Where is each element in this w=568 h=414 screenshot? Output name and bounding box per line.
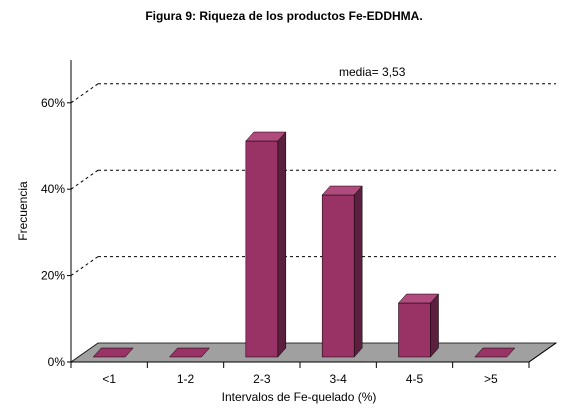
gridline-diagonal (70, 169, 99, 190)
bar-front (321, 194, 355, 358)
chart-bars (92, 131, 516, 358)
x-tick-label: 2-3 (253, 372, 271, 386)
y-tick-label: 60% (41, 96, 65, 110)
x-tick-label: 1-2 (177, 372, 195, 386)
x-axis-label: Intervalos de Fe-quelado (%) (222, 390, 377, 404)
x-tick-label: 4-5 (406, 372, 424, 386)
gridline-diagonal (70, 83, 99, 104)
y-tick-label: 40% (41, 182, 65, 196)
chart-gridlines (70, 83, 556, 277)
y-tick-label: 20% (41, 269, 65, 283)
x-axis-ticks: <1 1-2 2-3 3-4 4-5 >5 (70, 362, 530, 386)
floor-edge-line (528, 342, 557, 363)
bar-side (430, 293, 439, 358)
bar (168, 347, 211, 358)
bar (321, 185, 363, 358)
bar-flat (168, 347, 211, 358)
y-tick-label: 0% (48, 355, 66, 369)
chart-axes (70, 60, 557, 363)
bar-side (277, 131, 287, 358)
bar-flat (92, 347, 134, 358)
bar (474, 347, 516, 358)
gridline-diagonal (70, 256, 99, 277)
x-tick-label: <1 (102, 372, 116, 386)
x-tick-label: >5 (484, 372, 498, 386)
bar (397, 293, 440, 358)
bar-side (353, 185, 363, 358)
x-tick-label: 3-4 (329, 372, 347, 386)
bar-top (321, 185, 363, 196)
bar (92, 347, 134, 358)
bar-top (245, 131, 287, 142)
bar-flat (474, 347, 516, 358)
bar (245, 131, 287, 358)
bar-front (398, 302, 431, 358)
y-axis-ticks: 0% 20% 40% 60% (41, 96, 71, 369)
bar-top (397, 293, 440, 304)
y-axis-label: Frecuencia (16, 181, 30, 241)
mean-annotation: media= 3,53 (339, 65, 406, 79)
bar-front (245, 140, 279, 358)
chart-title: Figura 9: Riqueza de los productos Fe-ED… (145, 9, 423, 23)
